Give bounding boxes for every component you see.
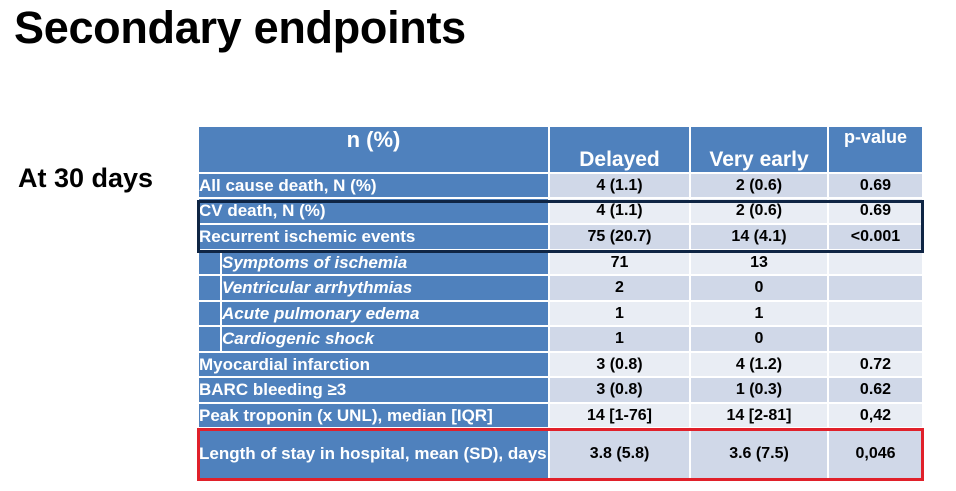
cell-delayed: 2 bbox=[548, 274, 691, 302]
table-row: Acute pulmonary edema 1 1 bbox=[197, 300, 924, 327]
cell-very-early: 2 (0.6) bbox=[689, 172, 829, 199]
cell-delayed: 71 bbox=[548, 249, 691, 276]
cell-p-value bbox=[827, 274, 924, 302]
cell-p-value: 0,046 bbox=[827, 427, 924, 481]
cell-delayed: 3 (0.8) bbox=[548, 351, 691, 378]
endpoints-table: n (%) Delayed Very early p-value All cau… bbox=[197, 125, 924, 481]
cell-delayed: 14 [1-76] bbox=[548, 402, 691, 429]
table-row: Length of stay in hospital, mean (SD), d… bbox=[197, 427, 924, 481]
cell-very-early: 2 (0.6) bbox=[689, 197, 829, 225]
row-label: Ventricular arrhythmias bbox=[220, 274, 550, 302]
table-row: Recurrent ischemic events 75 (20.7) 14 (… bbox=[197, 223, 924, 251]
indent-cell bbox=[197, 249, 222, 276]
cell-very-early: 13 bbox=[689, 249, 829, 276]
row-label: Recurrent ischemic events bbox=[197, 223, 550, 251]
header-delayed: Delayed bbox=[548, 125, 691, 174]
table-row: CV death, N (%) 4 (1.1) 2 (0.6) 0.69 bbox=[197, 197, 924, 225]
cell-p-value: 0.62 bbox=[827, 376, 924, 404]
row-label: BARC bleeding ≥3 bbox=[197, 376, 550, 404]
table-row: Cardiogenic shock 1 0 bbox=[197, 325, 924, 353]
indent-cell bbox=[197, 300, 222, 327]
cell-p-value: 0,42 bbox=[827, 402, 924, 429]
slide-title: Secondary endpoints bbox=[14, 2, 466, 53]
cell-very-early: 3.6 (7.5) bbox=[689, 427, 829, 481]
row-label: CV death, N (%) bbox=[197, 197, 550, 225]
cell-p-value bbox=[827, 325, 924, 353]
row-label: Cardiogenic shock bbox=[220, 325, 550, 353]
cell-delayed: 3.8 (5.8) bbox=[548, 427, 691, 481]
table-row: Symptoms of ischemia 71 13 bbox=[197, 249, 924, 276]
table-row: BARC bleeding ≥3 3 (0.8) 1 (0.3) 0.62 bbox=[197, 376, 924, 404]
row-label: Peak troponin (x UNL), median [IQR] bbox=[197, 402, 550, 429]
cell-delayed: 4 (1.1) bbox=[548, 172, 691, 199]
table-header-row: n (%) Delayed Very early p-value bbox=[197, 125, 924, 174]
table-row: All cause death, N (%) 4 (1.1) 2 (0.6) 0… bbox=[197, 172, 924, 199]
timepoint-label: At 30 days bbox=[18, 163, 154, 193]
cell-delayed: 1 bbox=[548, 300, 691, 327]
cell-delayed: 3 (0.8) bbox=[548, 376, 691, 404]
cell-very-early: 14 (4.1) bbox=[689, 223, 829, 251]
cell-very-early: 4 (1.2) bbox=[689, 351, 829, 378]
cell-delayed: 1 bbox=[548, 325, 691, 353]
cell-very-early: 1 (0.3) bbox=[689, 376, 829, 404]
indent-cell bbox=[197, 325, 222, 353]
cell-very-early: 14 [2-81] bbox=[689, 402, 829, 429]
row-label: All cause death, N (%) bbox=[197, 172, 550, 199]
cell-p-value bbox=[827, 300, 924, 327]
cell-p-value bbox=[827, 249, 924, 276]
cell-p-value: 0.72 bbox=[827, 351, 924, 378]
cell-p-value: 0.69 bbox=[827, 172, 924, 199]
cell-very-early: 1 bbox=[689, 300, 829, 327]
header-very-early: Very early bbox=[689, 125, 829, 174]
header-n-percent: n (%) bbox=[197, 125, 550, 174]
cell-delayed: 4 (1.1) bbox=[548, 197, 691, 225]
table-row: Peak troponin (x UNL), median [IQR] 14 [… bbox=[197, 402, 924, 429]
header-p-value: p-value bbox=[827, 125, 924, 174]
cell-delayed: 75 (20.7) bbox=[548, 223, 691, 251]
cell-very-early: 0 bbox=[689, 274, 829, 302]
indent-cell bbox=[197, 274, 222, 302]
row-label: Acute pulmonary edema bbox=[220, 300, 550, 327]
table-row: Myocardial infarction 3 (0.8) 4 (1.2) 0.… bbox=[197, 351, 924, 378]
table-row: Ventricular arrhythmias 2 0 bbox=[197, 274, 924, 302]
cell-very-early: 0 bbox=[689, 325, 829, 353]
row-label: Symptoms of ischemia bbox=[220, 249, 550, 276]
row-label: Myocardial infarction bbox=[197, 351, 550, 378]
row-label: Length of stay in hospital, mean (SD), d… bbox=[197, 427, 550, 481]
cell-p-value: <0.001 bbox=[827, 223, 924, 251]
cell-p-value: 0.69 bbox=[827, 197, 924, 225]
